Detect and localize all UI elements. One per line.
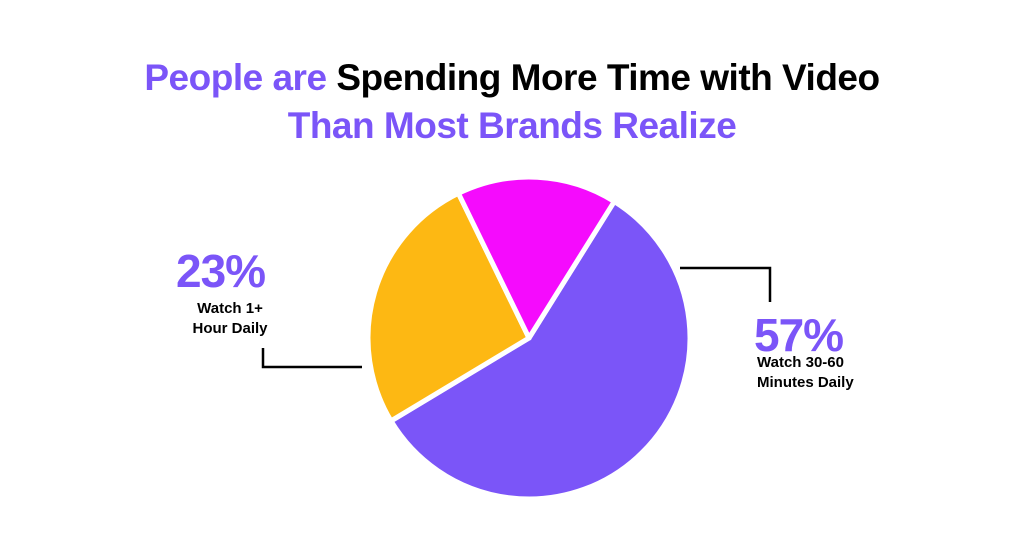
- slice-value-1-hour: 23%: [176, 245, 266, 297]
- leader-line-left: [261, 348, 362, 369]
- slice-value-30-60-min: 57%: [754, 309, 844, 361]
- label-line: Hour Daily: [192, 320, 268, 337]
- slice-label-30-60-min: Watch 30-60 Minutes Daily: [757, 353, 854, 393]
- pie-slices: [365, 174, 693, 502]
- slice-other: [455, 174, 617, 341]
- slice-30-60-minutes: [388, 198, 693, 502]
- slice-1-hour-plus: [365, 190, 532, 424]
- title-highlight: People are: [144, 57, 327, 98]
- title-main: Spending More Time with Video: [336, 57, 880, 98]
- label-line: Watch 30-60: [757, 354, 844, 371]
- leader-line-right: [680, 266, 772, 302]
- label-line: Watch 1+: [197, 300, 263, 317]
- label-line: Minutes Daily: [757, 374, 854, 391]
- chart-title-line-2: Than Most Brands Realize: [287, 105, 737, 146]
- slice-label-1-hour: Watch 1+ Hour Daily: [180, 299, 280, 339]
- chart-title-line-1: People are Spending More Time with Video: [0, 56, 1024, 100]
